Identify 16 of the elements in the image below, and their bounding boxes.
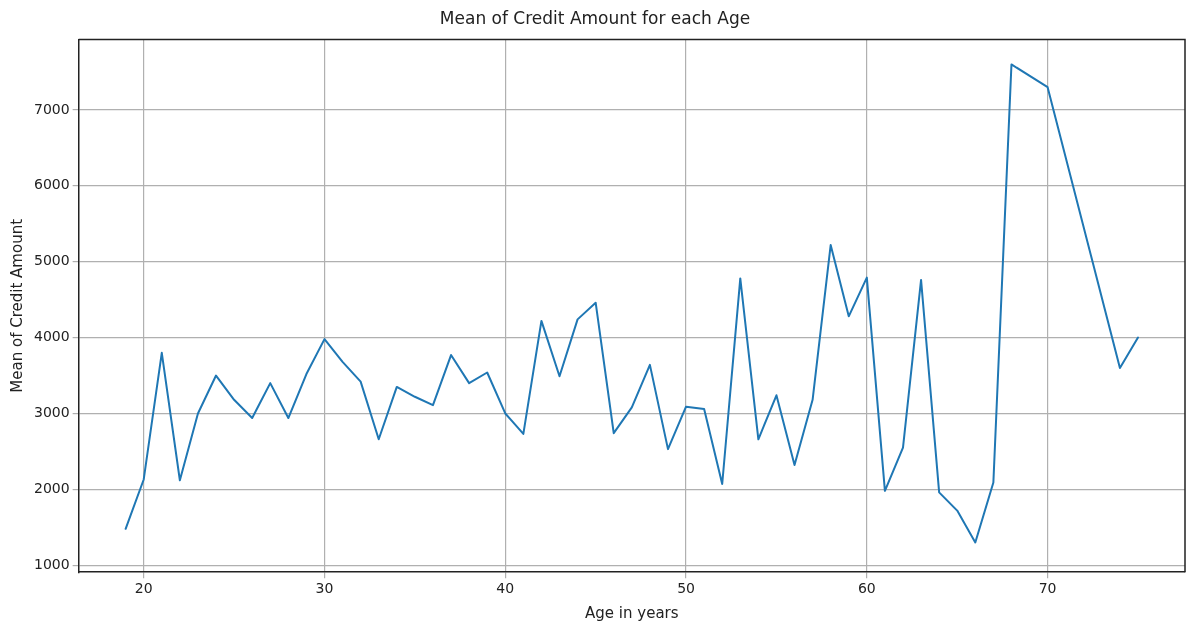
y-tick-label: 7000 bbox=[33, 100, 70, 117]
y-tick-label: 3000 bbox=[33, 404, 70, 421]
y-axis-title: Mean of Credit Amount bbox=[7, 218, 26, 393]
x-tick-label: 30 bbox=[315, 580, 334, 597]
y-tick-label: 5000 bbox=[33, 252, 70, 269]
y-tick-label: 1000 bbox=[33, 555, 70, 572]
y-tick-label: 4000 bbox=[33, 328, 70, 345]
x-tick-label: 20 bbox=[134, 580, 153, 597]
y-tick-label: 2000 bbox=[33, 479, 70, 496]
chart-title: Mean of Credit Amount for each Age bbox=[439, 7, 751, 28]
x-tick-label: 40 bbox=[496, 580, 515, 597]
x-tick-label: 50 bbox=[677, 580, 695, 597]
y-tick-label: 6000 bbox=[33, 176, 70, 193]
x-tick-label: 70 bbox=[1038, 580, 1057, 597]
x-tick-label: 60 bbox=[857, 580, 876, 597]
x-axis-title: Age in years bbox=[585, 603, 679, 622]
